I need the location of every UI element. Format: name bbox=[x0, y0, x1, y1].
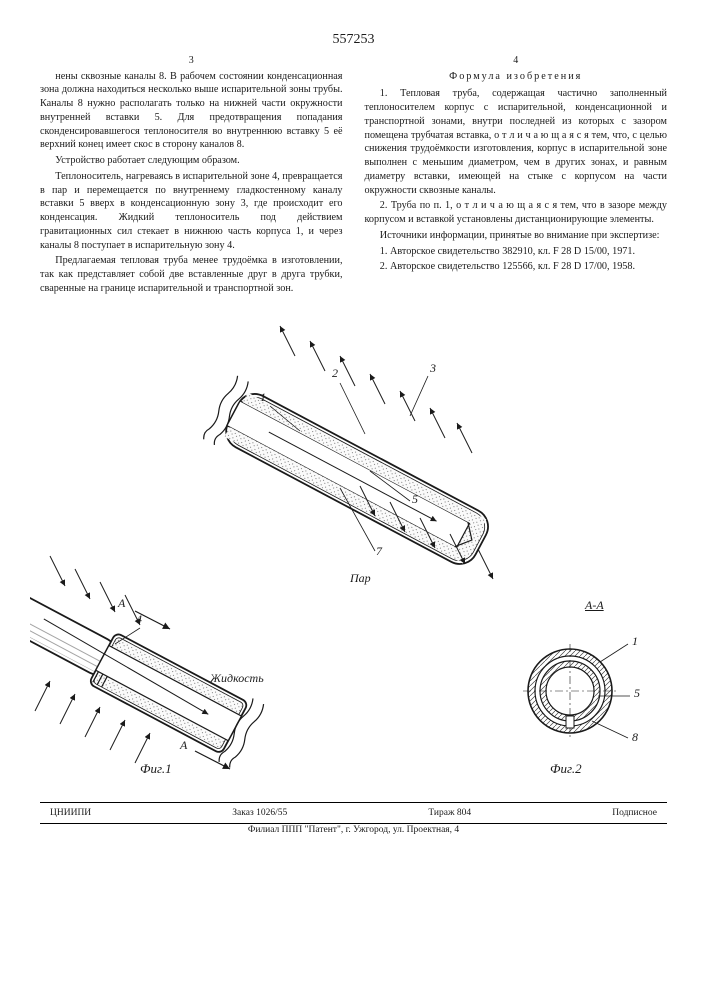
para: 2. Труба по п. 1, о т л и ч а ю щ а я с … bbox=[365, 199, 668, 227]
column-right: 4 Формула изобретения 1. Тепловая труба,… bbox=[365, 54, 668, 298]
footer-order: Заказ 1026/55 bbox=[232, 807, 287, 820]
para: Теплоноситель, нагреваясь в испарительно… bbox=[40, 170, 343, 253]
callout-1: 1 bbox=[260, 390, 266, 405]
para: 2. Авторское свидетельство 125566, кл. F… bbox=[365, 260, 668, 274]
para: 1. Тепловая труба, содержащая частично з… bbox=[365, 87, 668, 197]
section-letter-a-top: А bbox=[118, 596, 125, 611]
columns: 3 нены сквозные каналы 8. В рабочем сост… bbox=[40, 54, 667, 298]
footer: ЦНИИПИ Заказ 1026/55 Тираж 804 Подписное… bbox=[40, 807, 667, 838]
fig2-svg bbox=[500, 596, 650, 776]
para: Предлагаемая тепловая труба менее трудоё… bbox=[40, 254, 343, 295]
column-left: 3 нены сквозные каналы 8. В рабочем сост… bbox=[40, 54, 343, 298]
page: 557253 3 нены сквозные каналы 8. В рабоч… bbox=[0, 0, 707, 1000]
callout-4: 4 bbox=[136, 612, 142, 627]
footer-tirazh: Тираж 804 bbox=[428, 807, 471, 820]
patent-number: 557253 bbox=[40, 32, 667, 48]
fig1-svg bbox=[30, 316, 530, 786]
callout-2: 2 bbox=[332, 366, 338, 381]
para: Устройство работает следующим образом. bbox=[40, 154, 343, 168]
section-label: А-А bbox=[585, 598, 604, 613]
sec-callout-1: 1 bbox=[632, 634, 638, 649]
section-letter-a-bottom: А bbox=[180, 738, 187, 753]
para: нены сквозные каналы 8. В рабочем состоя… bbox=[40, 70, 343, 153]
fig2-label: Фиг.2 bbox=[550, 761, 582, 777]
col-left-num: 3 bbox=[40, 54, 343, 68]
footer-rule bbox=[40, 802, 667, 803]
callout-3: 3 bbox=[430, 361, 436, 376]
callout-5: 5 bbox=[412, 492, 418, 507]
footer-sub: Подписное bbox=[612, 807, 657, 820]
liquid-label: Жидкость bbox=[210, 671, 264, 686]
col-right-num: 4 bbox=[365, 54, 668, 68]
sec-callout-5: 5 bbox=[634, 686, 640, 701]
footer-address: Филиал ППП "Патент", г. Ужгород, ул. Про… bbox=[40, 824, 667, 837]
para: 1. Авторское свидетельство 382910, кл. F… bbox=[365, 245, 668, 259]
footer-org: ЦНИИПИ bbox=[50, 807, 91, 820]
vapor-label: Пар bbox=[350, 571, 371, 586]
sec-callout-8: 8 bbox=[632, 730, 638, 745]
callout-7: 7 bbox=[376, 544, 382, 559]
para: Источники информации, принятые во вниман… bbox=[365, 229, 668, 243]
fig1-label: Фиг.1 bbox=[140, 761, 172, 777]
figures-area: 1 2 3 4 5 7 А А Жидкость Пар Фиг.1 bbox=[40, 316, 667, 796]
claims-heading: Формула изобретения bbox=[365, 70, 668, 84]
